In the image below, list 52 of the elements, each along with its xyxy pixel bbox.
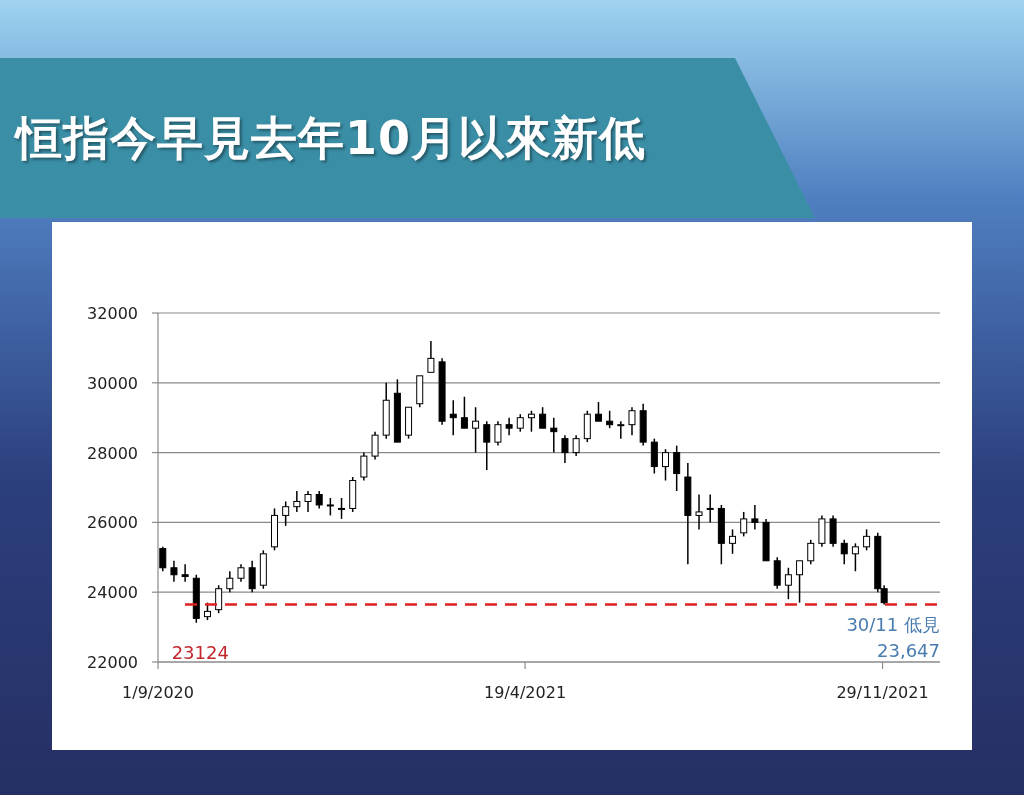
annotation: 30/11 低見 23,647 <box>846 613 940 661</box>
candlestick <box>427 340 435 374</box>
candlestick <box>851 542 859 573</box>
candlestick <box>617 420 625 440</box>
candlestick <box>695 493 703 531</box>
candlestick <box>863 528 871 552</box>
candlestick <box>628 406 636 436</box>
x-tick-label: 29/11/2021 <box>836 683 929 702</box>
candlestick <box>662 448 669 482</box>
y-tick-label: 30000 <box>87 373 138 393</box>
candlestick <box>527 409 535 433</box>
candlestick <box>494 420 502 447</box>
candlestick <box>751 504 759 531</box>
candlestick <box>561 434 569 464</box>
candlestick <box>505 416 513 436</box>
candlestick <box>248 560 256 593</box>
y-tick-label: 32000 <box>87 304 138 323</box>
y-tick-label: 24000 <box>87 583 138 603</box>
candlestick <box>673 444 681 492</box>
x-tick-label: 19/4/2021 <box>484 683 567 702</box>
candlestick <box>594 401 602 422</box>
candlestick <box>729 528 737 555</box>
annotation: 23124 <box>171 641 229 663</box>
candlestick <box>159 546 167 573</box>
candlestick <box>572 434 580 457</box>
candlestick <box>807 539 815 566</box>
candlestick <box>282 500 290 527</box>
candlestick <box>796 560 804 604</box>
candlestick <box>360 451 368 482</box>
candlestick <box>460 396 468 429</box>
chart-title: 恒指今早見去年10月以來新低 <box>16 110 647 167</box>
candlestick <box>338 497 346 520</box>
candlestick <box>740 511 748 538</box>
candlestick <box>449 399 457 436</box>
candlestick <box>371 430 379 461</box>
y-tick-label: 26000 <box>87 513 138 533</box>
candlestick <box>539 406 547 429</box>
candlestick <box>472 406 480 454</box>
candlestick <box>784 567 792 600</box>
candlestick <box>293 490 301 513</box>
candlestick <box>840 539 848 566</box>
candlestick <box>483 420 491 471</box>
y-tick-label: 22000 <box>87 653 138 672</box>
candlestick <box>550 416 558 454</box>
candlestick <box>170 560 178 583</box>
x-tick-label: 1/9/2020 <box>122 683 194 702</box>
candlestick <box>181 563 189 583</box>
candlestick <box>226 570 234 593</box>
y-tick-label: 28000 <box>87 443 138 463</box>
candlestick <box>215 584 223 614</box>
candlestick <box>304 490 312 513</box>
candlestick <box>706 493 714 524</box>
